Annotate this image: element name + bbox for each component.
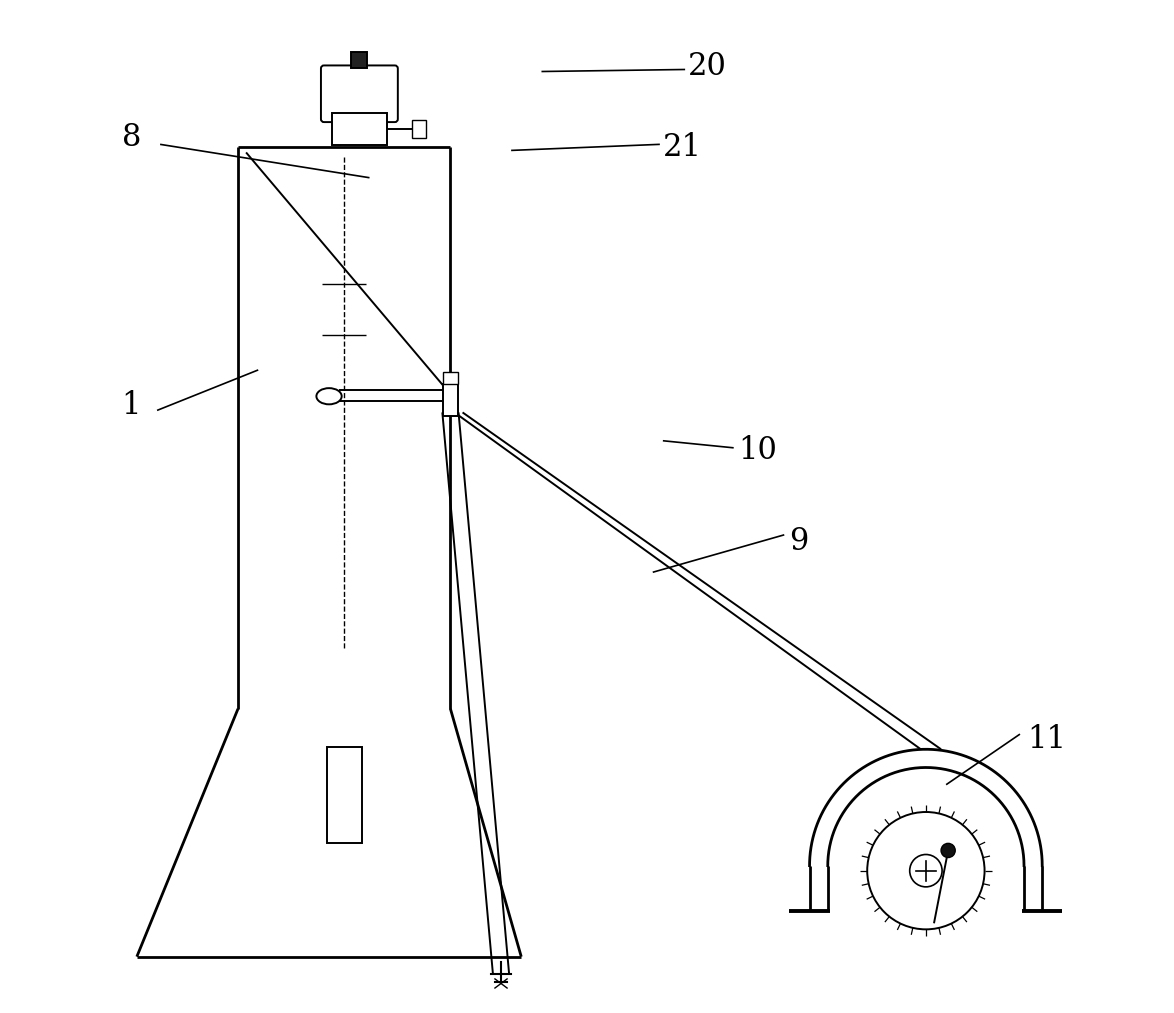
Bar bbox=[412, 121, 426, 138]
Text: 8: 8 bbox=[122, 122, 141, 153]
Text: 21: 21 bbox=[663, 132, 702, 163]
Bar bbox=[331, 113, 387, 145]
Bar bbox=[444, 372, 458, 384]
Circle shape bbox=[942, 844, 956, 858]
Text: 10: 10 bbox=[738, 436, 777, 466]
Text: 20: 20 bbox=[688, 51, 727, 82]
Bar bbox=[444, 384, 458, 416]
FancyBboxPatch shape bbox=[321, 66, 398, 123]
Text: 9: 9 bbox=[789, 527, 809, 557]
Text: 1: 1 bbox=[122, 390, 141, 420]
Text: 11: 11 bbox=[1027, 723, 1066, 755]
Bar bbox=[351, 53, 367, 69]
Bar bbox=[326, 747, 362, 843]
Ellipse shape bbox=[317, 388, 342, 404]
